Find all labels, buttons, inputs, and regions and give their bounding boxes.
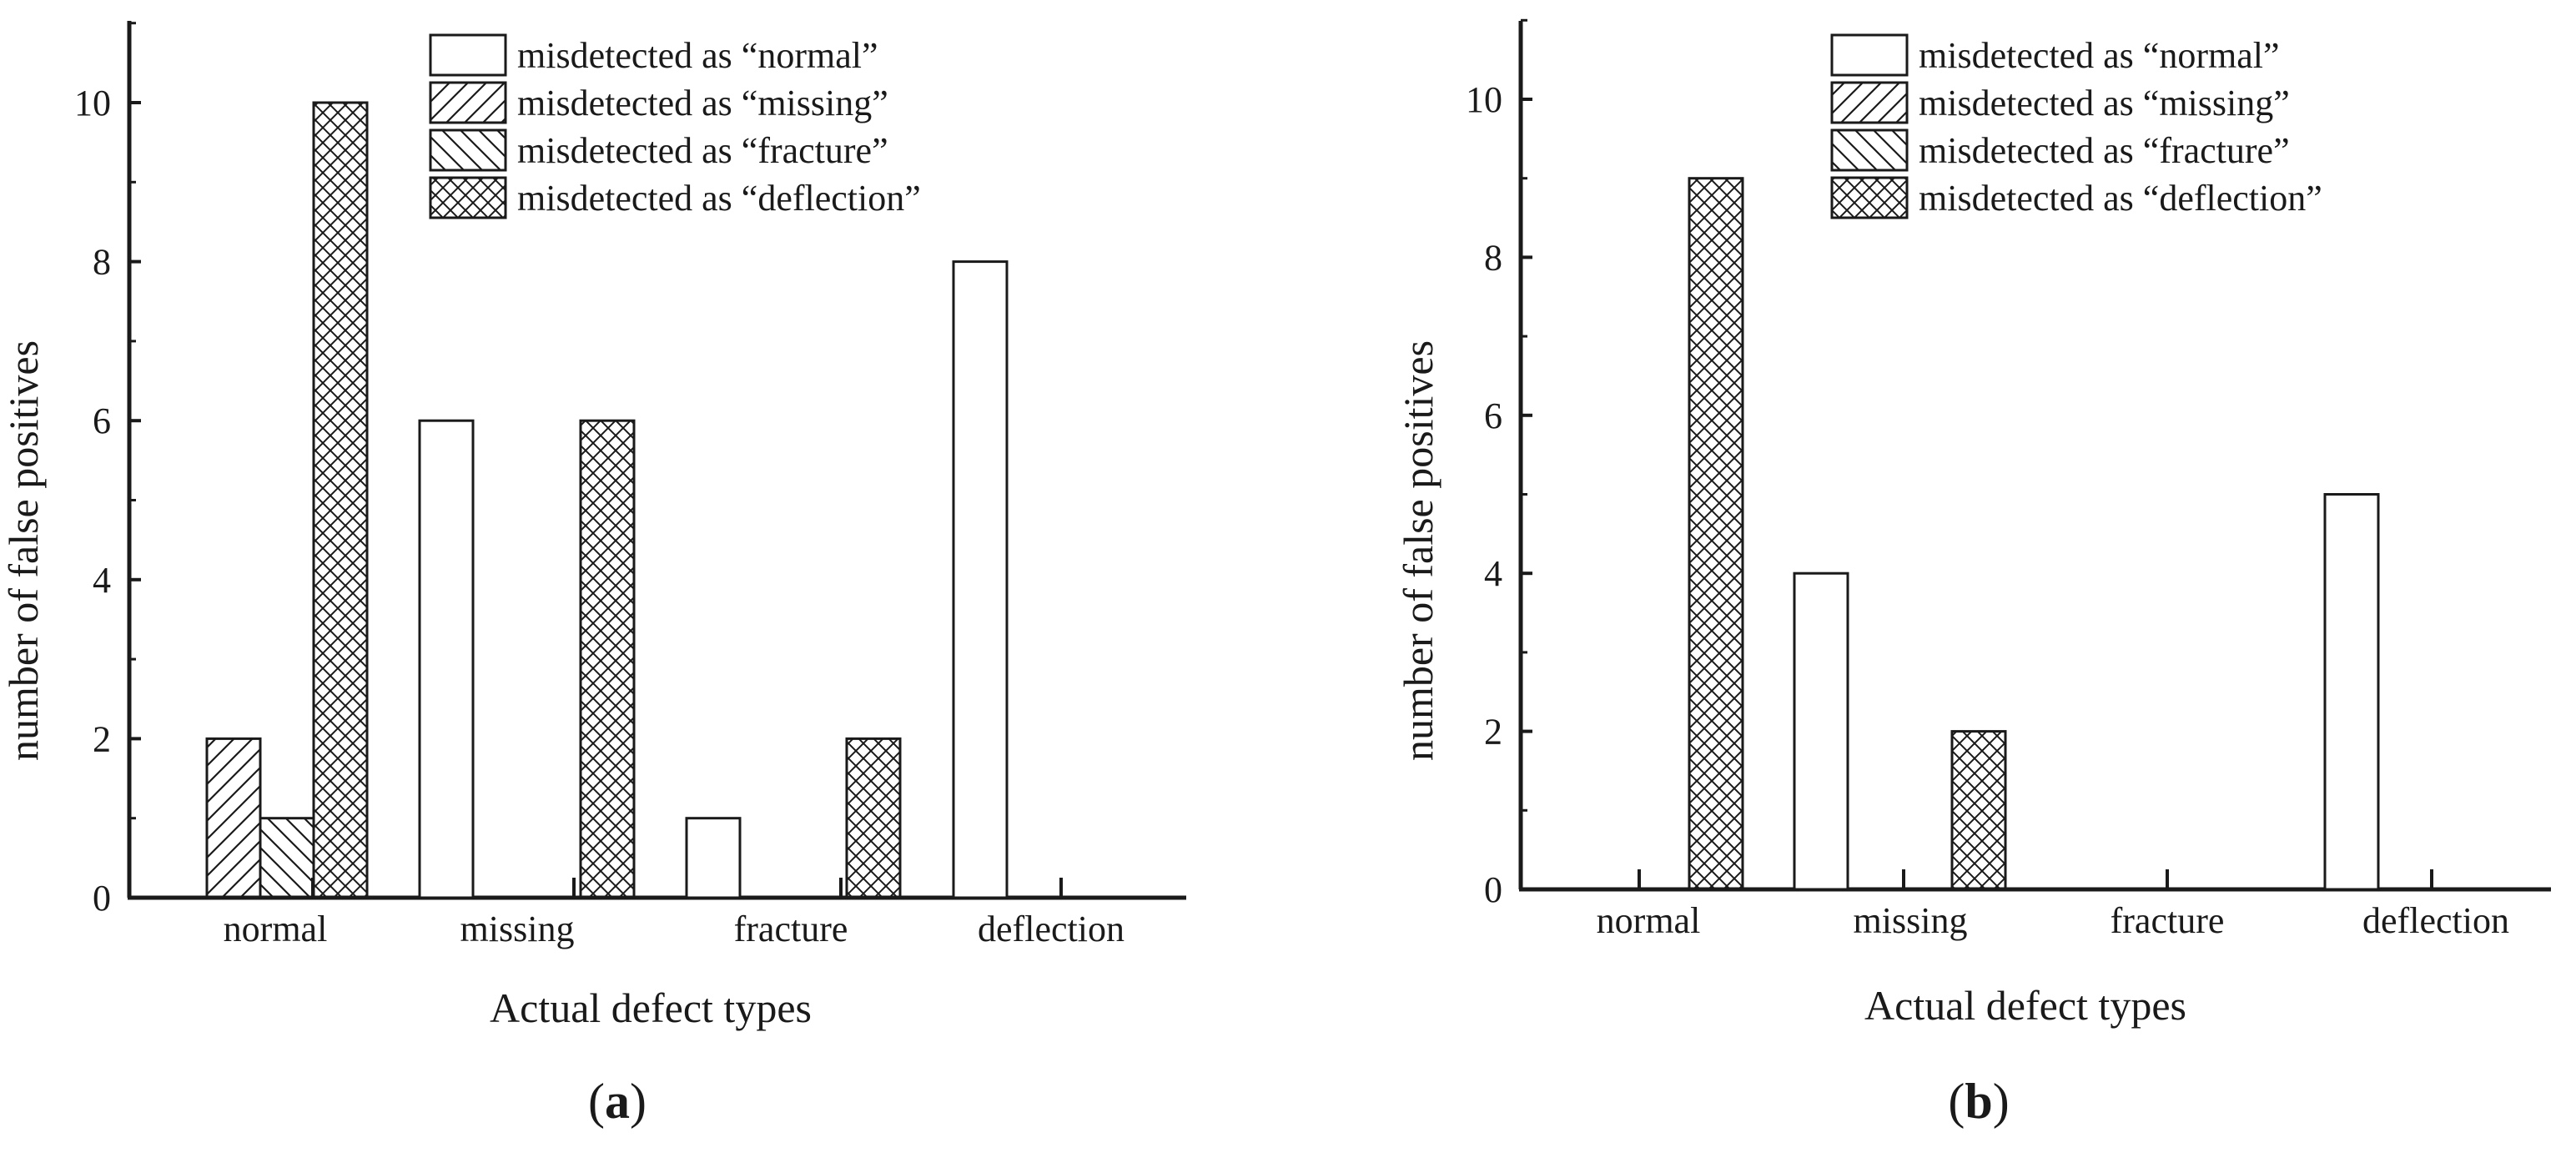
y-tick-label: 2 [93,718,111,759]
legend-label: misdetected as “deflection” [1919,178,2322,219]
y-tick-label: 8 [93,242,111,283]
legend-swatch [429,128,507,172]
y-tick-label: 0 [93,878,111,919]
y-tick-label: 10 [74,83,111,123]
legend-swatch [1830,33,1909,77]
bar-missing-series-1 [418,419,475,899]
panel-label-b: (b) [1948,1074,2009,1129]
x-category-label: fracture [734,909,848,949]
x-category-label: fracture [2111,900,2225,941]
y-tick-label: 6 [93,400,111,441]
bar-missing-series-1 [1793,571,1849,891]
x-axis-title: Actual defect types [490,984,812,1031]
y-axis-title: number of false positives [1395,340,1441,761]
bar-normal-series-4 [1688,177,1744,891]
legend-swatch [429,81,507,124]
x-category-label: normal [1597,900,1701,941]
legend-label: misdetected as “missing” [517,83,888,123]
y-tick-label: 0 [1484,869,1502,910]
legend-label: misdetected as “deflection” [517,178,921,219]
y-tick-label: 4 [1484,553,1502,594]
bar-deflection-series-1 [952,260,1009,899]
bar-normal-series-3 [259,817,315,899]
bar-deflection-series-1 [2323,493,2380,891]
y-axis-title: number of false positives [0,340,47,761]
x-category-label: deflection [978,909,1124,949]
legend-swatch [429,33,507,77]
y-tick-label: 8 [1484,237,1502,278]
bar-missing-series-4 [1950,730,2007,891]
x-category-label: deflection [2362,900,2509,941]
legend-label: misdetected as “normal” [1919,35,2279,76]
y-tick-label: 6 [1484,395,1502,436]
bar-fracture-series-4 [845,737,902,899]
x-category-label: missing [1854,900,1968,941]
chart-b: 0 2 4 6 8 10 normal missing fracture deflection Ac… [1395,18,2551,1029]
y-tick-label: 4 [93,560,111,601]
legend-swatch [1830,176,1909,219]
legend-label: misdetected as “normal” [517,35,878,76]
x-category-label: missing [460,909,575,949]
legend-swatch [429,176,507,219]
legend-label: misdetected as “missing” [1919,83,2290,123]
x-axis-title: Actual defect types [1864,982,2186,1029]
legend-swatch [1830,128,1909,172]
chart-a: 0 2 4 6 8 10 normal missing fracture deflection Ac… [0,21,1186,1031]
bar-missing-series-4 [579,419,636,899]
x-category-label: normal [224,909,328,949]
bar-normal-series-2 [205,737,262,899]
y-tick-label: 10 [1466,79,1502,120]
legend-label: misdetected as “fracture” [517,130,888,171]
bar-normal-series-4 [312,101,369,899]
panel-label-a: (a) [588,1074,647,1129]
y-tick-label: 2 [1484,712,1502,753]
bar-fracture-series-1 [685,817,742,899]
legend-label: misdetected as “fracture” [1919,130,2290,171]
legend-swatch [1830,81,1909,124]
